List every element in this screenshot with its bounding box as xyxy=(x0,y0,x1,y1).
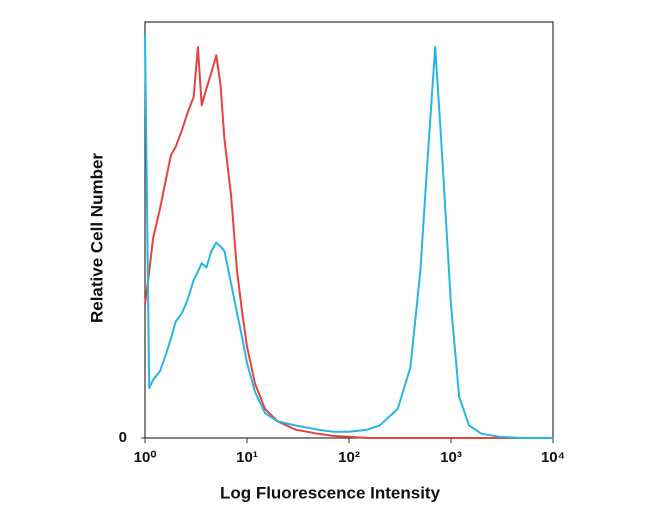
x-tick-label: 10² xyxy=(338,449,360,466)
x-tick-label: 10⁴ xyxy=(541,449,565,466)
x-axis-label: Log Fluorescence Intensity xyxy=(220,483,441,502)
x-tick-label: 10⁰ xyxy=(134,449,157,466)
y-axis-label: Relative Cell Number xyxy=(87,153,106,323)
histogram-line xyxy=(144,34,553,439)
plot-frame xyxy=(144,21,554,439)
x-tick-label: 10³ xyxy=(440,449,462,466)
x-tick-label: 10¹ xyxy=(236,449,258,466)
histogram-line xyxy=(144,46,553,439)
y-tick-label: 0 xyxy=(119,429,127,446)
